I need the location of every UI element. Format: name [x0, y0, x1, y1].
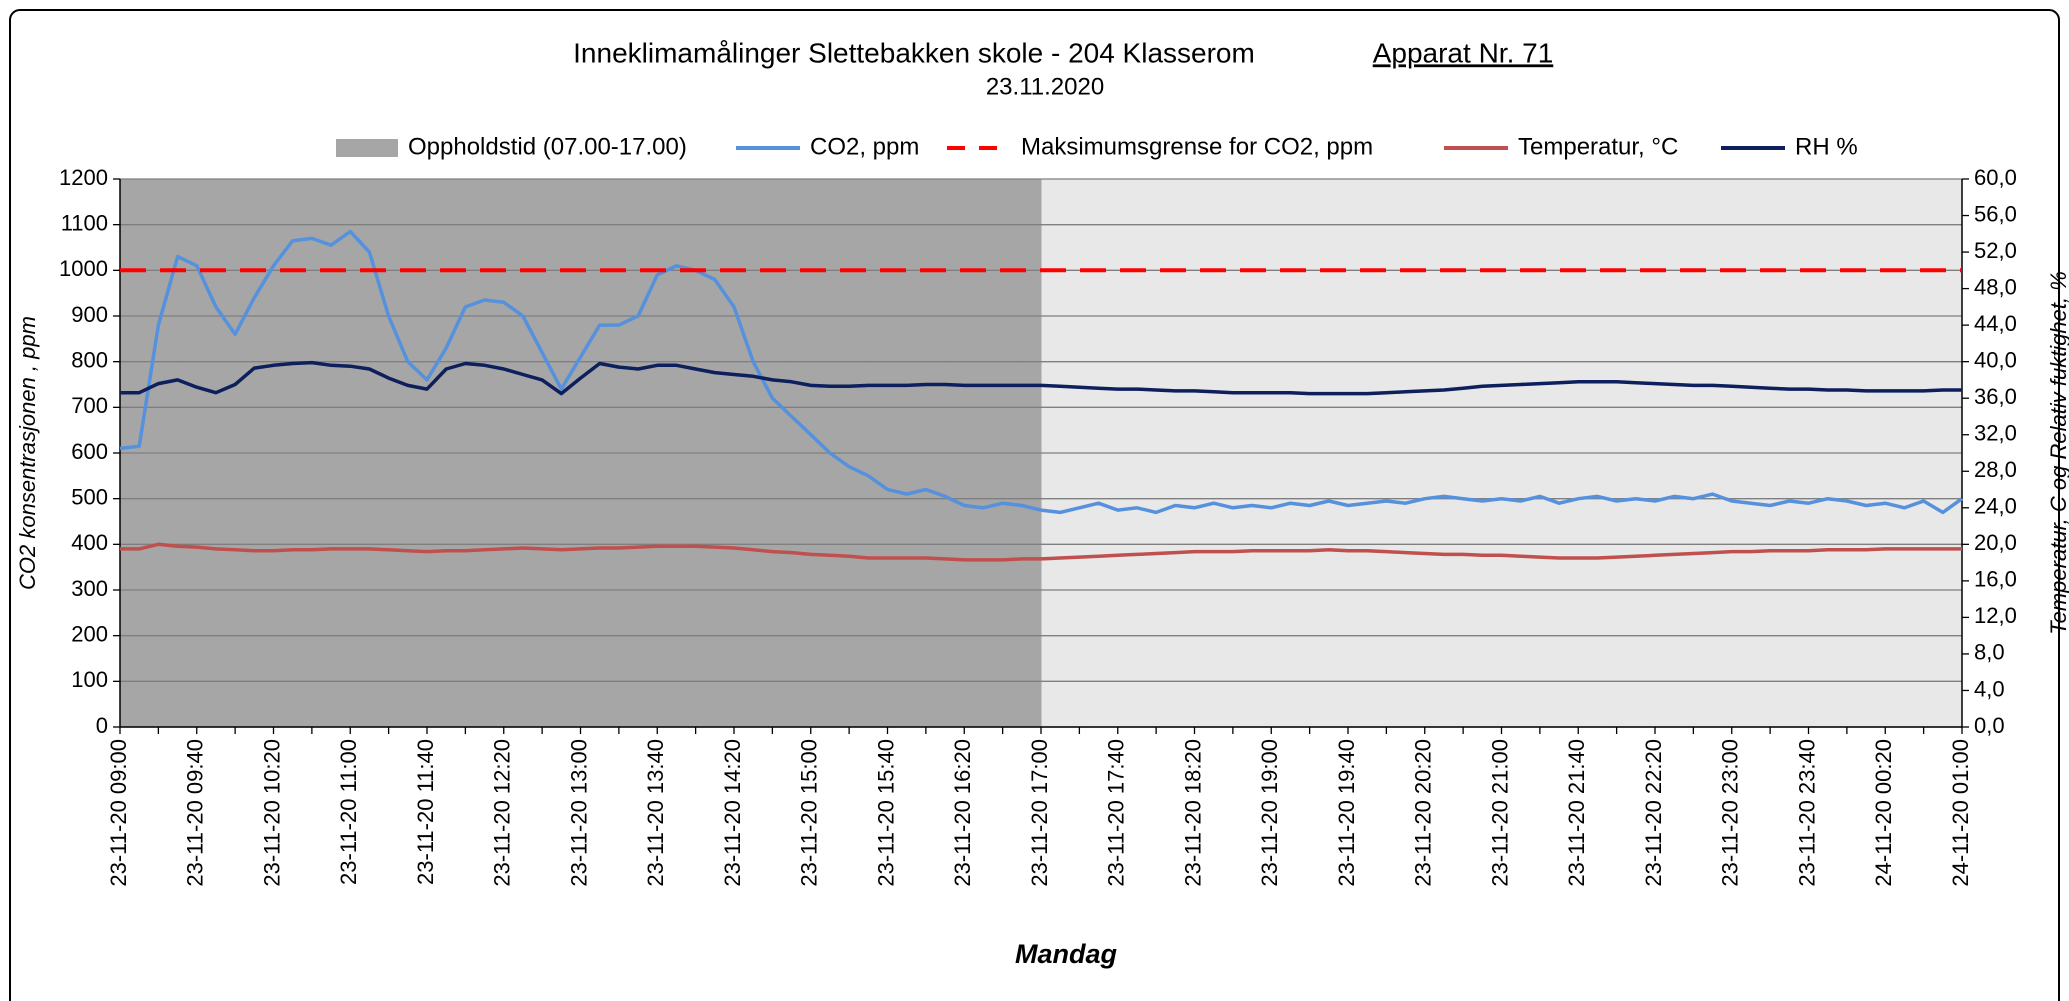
x-tick-label: 23-11-20 15:40: [873, 739, 898, 887]
y2-tick-label: 56,0: [1974, 201, 2017, 226]
y-tick-label: 600: [71, 439, 108, 464]
x-tick-label: 23-11-20 13:40: [643, 739, 668, 887]
y2-tick-label: 40,0: [1974, 347, 2017, 372]
legend-swatch: [336, 139, 398, 157]
x-axis-title: Mandag: [1015, 939, 1118, 969]
x-tick-label: 23-11-20 21:40: [1564, 739, 1589, 887]
y2-tick-label: 32,0: [1974, 421, 2017, 446]
x-tick-label: 23-11-20 15:00: [797, 739, 822, 887]
y2-tick-label: 48,0: [1974, 274, 2017, 299]
y-tick-label: 700: [71, 393, 108, 418]
x-tick-label: 23-11-20 23:00: [1718, 739, 1743, 887]
y2-tick-label: 36,0: [1974, 384, 2017, 409]
y-tick-label: 100: [71, 667, 108, 692]
y-tick-label: 1000: [59, 256, 108, 281]
y2-axis-title: Temperatur, C og Relativ fuktighet, %: [2046, 271, 2069, 635]
y2-tick-label: 8,0: [1974, 640, 2005, 665]
chart-title-right: Apparat Nr. 71: [1373, 37, 1554, 68]
legend-label: Temperatur, °C: [1518, 133, 1678, 160]
x-tick-label: 23-11-20 09:00: [106, 739, 131, 887]
y2-tick-label: 0,0: [1974, 713, 2005, 738]
x-tick-label: 24-11-20 01:00: [1948, 739, 1973, 887]
y2-tick-label: 24,0: [1974, 494, 2017, 519]
y-tick-label: 900: [71, 302, 108, 327]
x-tick-label: 23-11-20 18:20: [1180, 739, 1205, 887]
x-tick-label: 23-11-20 14:20: [720, 739, 745, 887]
x-tick-label: 23-11-20 21:00: [1487, 739, 1512, 887]
y-tick-label: 1100: [61, 210, 108, 235]
x-tick-label: 23-11-20 22:20: [1641, 739, 1666, 887]
x-tick-label: 23-11-20 11:40: [413, 739, 438, 885]
y2-tick-label: 44,0: [1974, 311, 2017, 336]
y2-tick-label: 12,0: [1974, 603, 2017, 628]
chart-title: Inneklimamålinger Slettebakken skole - 2…: [573, 37, 1255, 68]
x-tick-label: 23-11-20 17:00: [1027, 739, 1052, 887]
x-tick-label: 23-11-20 12:20: [490, 739, 515, 887]
y-tick-label: 400: [71, 530, 108, 555]
x-tick-label: 23-11-20 10:20: [259, 739, 284, 887]
y2-tick-label: 28,0: [1974, 457, 2017, 482]
series-line: [120, 360, 1962, 396]
x-tick-label: 23-11-20 09:40: [183, 739, 208, 887]
y-axis-title: CO2 konsentrasjonen , ppm: [15, 316, 40, 590]
legend-label: RH %: [1795, 133, 1858, 160]
x-tick-label: 23-11-20 19:00: [1257, 739, 1282, 887]
x-tick-label: 23-11-20 17:40: [1104, 739, 1129, 887]
series-line: [119, 229, 1964, 515]
y-tick-label: 0: [96, 713, 108, 738]
x-tick-label: 24-11-20 00:20: [1871, 739, 1896, 887]
x-tick-label: 23-11-20 23:40: [1794, 739, 1819, 887]
x-tick-label: 23-11-20 16:20: [950, 739, 975, 887]
y2-tick-label: 52,0: [1974, 238, 2017, 263]
x-tick-label: 23-11-20 20:20: [1411, 739, 1436, 887]
x-tick-label: 23-11-20 11:00: [336, 739, 361, 885]
legend-label: CO2, ppm: [810, 133, 919, 160]
y-tick-label: 800: [71, 347, 108, 372]
series-line: [120, 542, 1962, 562]
y-tick-label: 500: [71, 484, 108, 509]
y-tick-label: 200: [71, 621, 108, 646]
y2-tick-label: 60,0: [1974, 165, 2017, 190]
x-tick-label: 23-11-20 13:00: [566, 739, 591, 887]
y2-tick-label: 20,0: [1974, 530, 2017, 555]
y-tick-label: 1200: [59, 165, 108, 190]
legend-label: Oppholdstid (07.00-17.00): [408, 133, 687, 160]
y2-tick-label: 4,0: [1974, 676, 2005, 701]
y2-tick-label: 16,0: [1974, 567, 2017, 592]
legend-label: Maksimumsgrense for CO2, ppm: [1021, 133, 1373, 160]
x-tick-label: 23-11-20 19:40: [1334, 739, 1359, 887]
chart-subtitle: 23.11.2020: [986, 73, 1104, 100]
y-tick-label: 300: [71, 576, 108, 601]
